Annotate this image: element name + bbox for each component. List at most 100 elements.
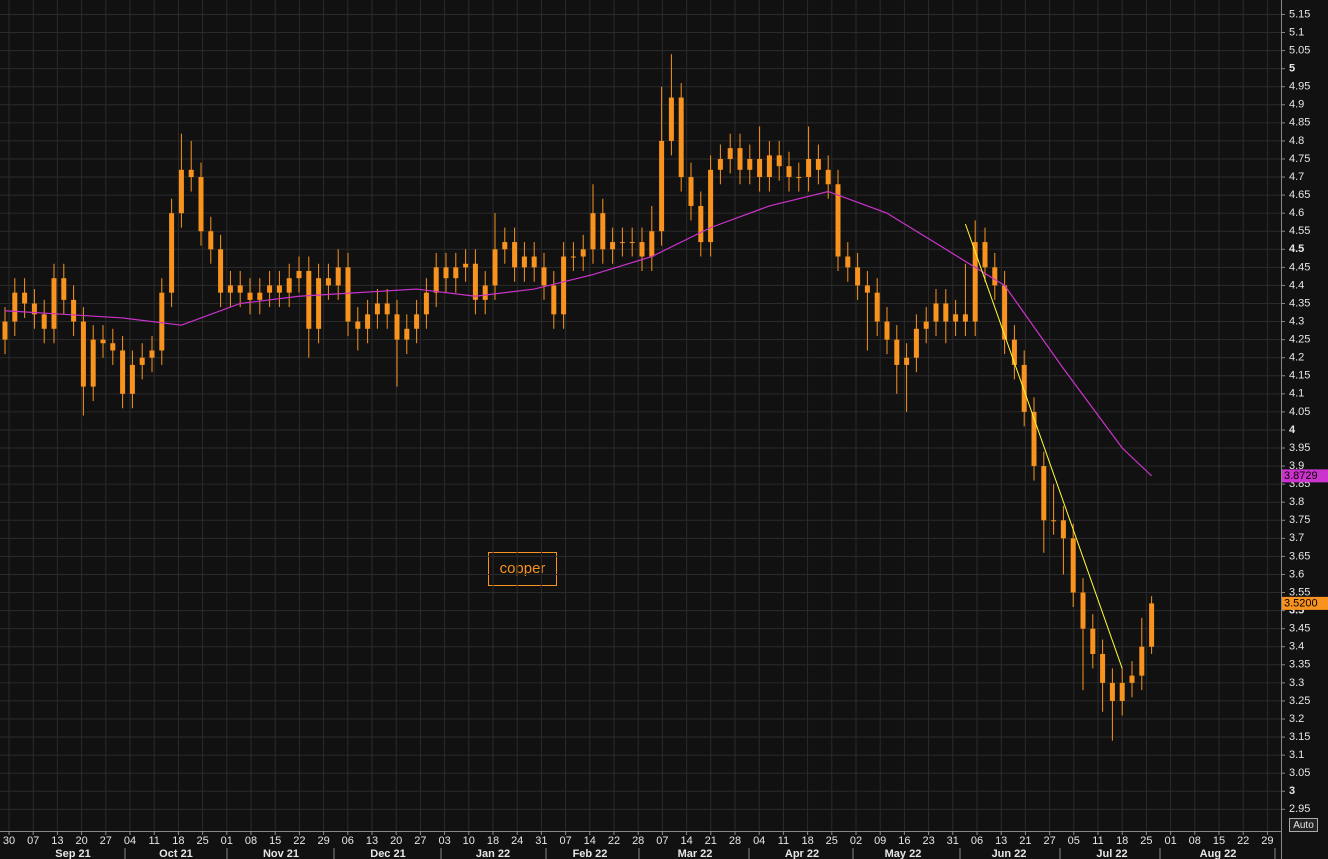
y-tick-label: 3.7: [1289, 532, 1304, 544]
last-value-box: [1282, 469, 1328, 483]
auto-button[interactable]: [1289, 818, 1318, 832]
candle-body: [1070, 538, 1076, 593]
x-tick-label: 11: [148, 835, 159, 847]
month-label: Dec 21: [370, 848, 405, 859]
x-tick-label: 27: [1043, 835, 1055, 847]
candle-body: [325, 278, 331, 286]
candle-body: [12, 292, 18, 322]
candle-body: [923, 321, 929, 329]
candle-body: [688, 177, 694, 206]
candle-body: [1002, 285, 1008, 340]
y-tick-label: 5: [1289, 63, 1295, 75]
candle-body: [296, 270, 302, 279]
candle-body: [933, 303, 939, 322]
y-tick-label: 4: [1289, 424, 1296, 436]
y-tick-label: 3.45: [1289, 623, 1310, 635]
x-tick-label: 18: [172, 835, 184, 847]
x-tick-label: 23: [922, 835, 934, 847]
candle-body: [580, 249, 586, 257]
y-tick-label: 4.55: [1289, 225, 1310, 237]
y-tick-label: 3.55: [1289, 586, 1310, 598]
candle-body: [335, 267, 341, 286]
x-tick-label: 08: [245, 835, 257, 847]
candle-body: [796, 177, 802, 179]
auto-label[interactable]: Auto: [1293, 820, 1314, 831]
candle-body: [384, 303, 390, 315]
candle-body: [747, 158, 753, 170]
x-tick-label: 07: [559, 835, 571, 847]
candle-body: [404, 328, 410, 340]
month-label: Mar 22: [678, 848, 713, 859]
month-label: Feb 22: [573, 848, 608, 859]
last-value-label: 3.8729: [1284, 470, 1318, 482]
x-tick-label: 29: [1261, 835, 1273, 847]
candle-body: [835, 184, 841, 257]
y-tick-label: 3.8: [1289, 496, 1304, 508]
x-tick-label: 25: [196, 835, 208, 847]
y-tick-label: 4.2: [1289, 352, 1304, 364]
candle-body: [570, 256, 576, 258]
candle-body: [1060, 520, 1066, 539]
x-tick-label: 22: [293, 835, 305, 847]
y-tick-label: 3.4: [1289, 641, 1304, 653]
x-tick-label: 07: [656, 835, 668, 847]
candle-body: [257, 292, 263, 300]
candle-body: [590, 213, 596, 250]
x-tick-label: 11: [778, 835, 789, 847]
x-tick-label: 18: [1116, 835, 1128, 847]
candle-body: [531, 256, 537, 268]
y-tick-label: 4.8: [1289, 135, 1304, 147]
candle-body: [629, 242, 635, 244]
x-tick-label: 03: [438, 835, 450, 847]
candle-body: [502, 242, 508, 250]
candle-body: [169, 213, 175, 293]
candle-body: [31, 303, 37, 315]
candle-body: [737, 148, 743, 170]
x-tick-label: 02: [850, 835, 862, 847]
month-label: Nov 21: [263, 848, 299, 859]
candle-body: [845, 256, 851, 268]
candle-body: [188, 169, 194, 178]
candle-body: [698, 205, 704, 243]
candle-body: [90, 339, 96, 387]
candle-body: [649, 231, 655, 257]
trendline: [964, 223, 1123, 669]
candle-body: [561, 256, 567, 315]
y-tick-label: 3.25: [1289, 695, 1310, 707]
candle-body: [139, 357, 145, 365]
candle-body: [884, 321, 890, 340]
candle-body: [1031, 411, 1037, 467]
y-tick-label: 4.4: [1289, 279, 1304, 291]
x-tick-label: 18: [801, 835, 813, 847]
candle-body: [276, 285, 282, 293]
candle-body: [551, 285, 557, 315]
candle-body: [521, 256, 527, 268]
month-label: Jan 22: [476, 848, 510, 859]
candle-body: [159, 292, 165, 351]
candle-body: [218, 249, 224, 293]
y-tick-label: 4.1: [1289, 388, 1304, 400]
month-label: Jun 22: [992, 848, 1027, 859]
candle-body: [1041, 466, 1047, 521]
candle-body: [1129, 675, 1135, 683]
x-tick-label: 04: [753, 835, 765, 847]
candle-body: [198, 177, 204, 232]
x-tick-label: 24: [511, 835, 523, 847]
candle-body: [708, 169, 714, 243]
y-tick-label: 3.65: [1289, 550, 1310, 562]
candle-body: [1090, 628, 1096, 654]
x-tick-label: 14: [680, 835, 692, 847]
x-tick-label: 09: [874, 835, 886, 847]
candle-body: [600, 213, 606, 250]
candle-body: [639, 242, 645, 257]
candle-body: [482, 285, 488, 300]
candle-body: [1051, 520, 1057, 522]
x-tick-label: 30: [3, 835, 15, 847]
candle-body: [178, 169, 184, 214]
candle-body: [1119, 682, 1125, 701]
candle-body: [619, 242, 625, 244]
candle-body: [953, 314, 959, 322]
x-tick-label: 31: [947, 835, 959, 847]
candle-body: [345, 267, 351, 322]
moving-average: [4, 190, 1153, 477]
